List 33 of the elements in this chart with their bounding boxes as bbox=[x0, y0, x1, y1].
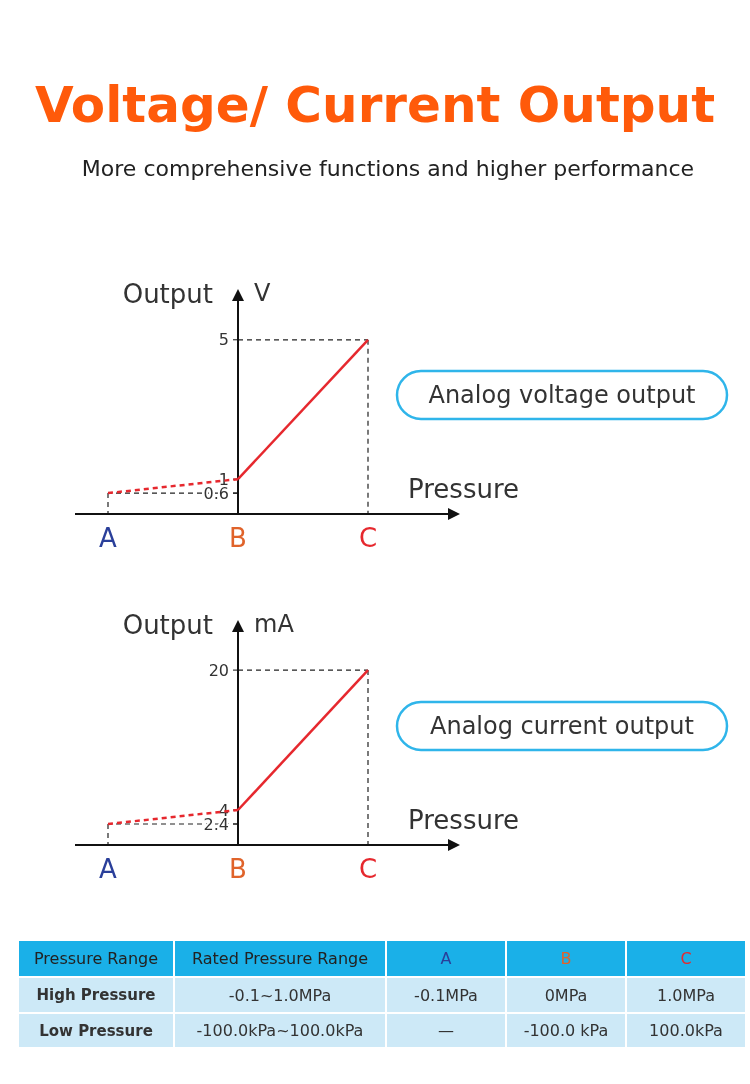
text: High Pressure bbox=[36, 986, 156, 1005]
x-tick-label: C bbox=[358, 854, 378, 884]
text: A bbox=[440, 949, 452, 969]
text: 0MPa bbox=[544, 985, 588, 1005]
x-tick-label: B bbox=[229, 523, 247, 553]
x-tick-label: A bbox=[99, 854, 118, 884]
text: -0.1MPa bbox=[414, 985, 478, 1005]
chart-subtitle: More comprehensive functions and higher performance bbox=[81, 156, 695, 181]
annotation: V bbox=[254, 279, 271, 307]
text: C bbox=[680, 949, 692, 969]
y-axis-title: Output bbox=[122, 610, 213, 640]
text: Low Pressure bbox=[39, 1021, 153, 1040]
text: -0.1~1.0MPa bbox=[228, 985, 332, 1005]
text: 100.0kPa bbox=[649, 1021, 723, 1041]
text: -100.0kPa~100.0kPa bbox=[196, 1021, 364, 1041]
x-tick-label: A bbox=[99, 523, 118, 553]
text: — bbox=[438, 1021, 454, 1041]
text: Rated Pressure Range bbox=[191, 949, 369, 969]
y-tick-label: 5 bbox=[218, 330, 229, 350]
text: -100.0 kPa bbox=[523, 1021, 609, 1041]
y-tick-label: 20 bbox=[208, 660, 229, 680]
text: 1.0MPa bbox=[657, 985, 715, 1005]
annotation: Analog voltage output bbox=[428, 381, 696, 410]
annotation: mA bbox=[254, 610, 295, 638]
text: Pressure Range bbox=[33, 949, 159, 969]
x-tick-label: C bbox=[358, 523, 378, 553]
x-axis-title: Pressure bbox=[408, 805, 520, 835]
x-tick-label: B bbox=[229, 854, 247, 884]
annotation: Analog current output bbox=[430, 712, 694, 741]
y-axis-title: Output bbox=[122, 279, 213, 309]
x-axis-title: Pressure bbox=[408, 474, 520, 504]
chart-title: Voltage/ Current Output bbox=[34, 76, 716, 134]
text: B bbox=[560, 949, 572, 969]
